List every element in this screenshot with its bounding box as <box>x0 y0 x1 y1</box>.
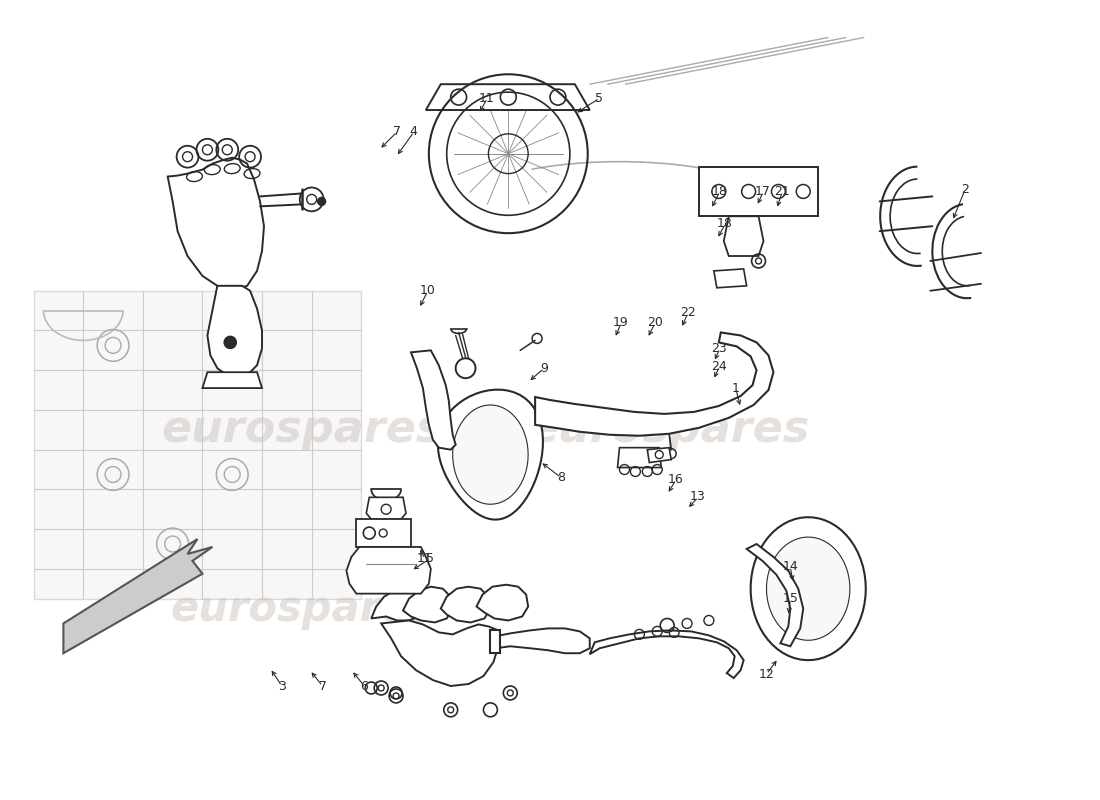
Polygon shape <box>382 621 498 686</box>
Text: 7: 7 <box>319 679 327 693</box>
Text: 15: 15 <box>782 592 799 605</box>
Polygon shape <box>403 586 453 622</box>
Text: 11: 11 <box>478 92 495 105</box>
Text: 23: 23 <box>712 342 727 355</box>
Text: 24: 24 <box>712 360 727 373</box>
Text: eurospares: eurospares <box>161 408 442 451</box>
Polygon shape <box>208 286 262 377</box>
Polygon shape <box>698 166 818 216</box>
Text: 10: 10 <box>420 284 436 297</box>
Text: 18: 18 <box>717 217 733 230</box>
Polygon shape <box>724 216 763 256</box>
Polygon shape <box>495 629 590 654</box>
Polygon shape <box>441 586 491 622</box>
Polygon shape <box>346 547 431 594</box>
Polygon shape <box>202 372 262 388</box>
Text: 2: 2 <box>961 183 969 196</box>
Polygon shape <box>34 290 361 598</box>
Polygon shape <box>64 539 212 654</box>
Text: 14: 14 <box>782 560 799 574</box>
Text: 9: 9 <box>540 362 549 374</box>
Text: 7: 7 <box>393 125 402 138</box>
Text: 5: 5 <box>426 552 433 566</box>
Text: 21: 21 <box>773 186 790 198</box>
Text: 19: 19 <box>613 316 629 329</box>
Text: 11: 11 <box>417 552 432 566</box>
Circle shape <box>318 198 326 206</box>
Polygon shape <box>767 537 850 640</box>
Text: 18: 18 <box>712 186 727 198</box>
Polygon shape <box>438 390 543 519</box>
Text: 8: 8 <box>557 471 565 484</box>
Polygon shape <box>491 630 501 654</box>
Polygon shape <box>356 519 411 547</box>
Text: 22: 22 <box>680 306 695 319</box>
Text: 4: 4 <box>409 125 417 138</box>
Text: eurospares: eurospares <box>170 587 433 630</box>
Text: 5: 5 <box>595 92 603 105</box>
Text: 13: 13 <box>690 490 705 503</box>
Text: 16: 16 <box>668 473 683 486</box>
Polygon shape <box>747 544 803 646</box>
Text: 17: 17 <box>755 186 771 198</box>
Polygon shape <box>714 269 747 288</box>
Polygon shape <box>372 589 422 621</box>
Text: 6: 6 <box>361 679 368 693</box>
Polygon shape <box>426 84 590 110</box>
Polygon shape <box>411 350 455 450</box>
Text: 20: 20 <box>647 316 663 329</box>
Circle shape <box>224 337 236 348</box>
Polygon shape <box>167 158 264 290</box>
Text: 12: 12 <box>758 667 774 681</box>
Polygon shape <box>750 518 866 660</box>
Text: eurospares: eurospares <box>528 408 810 451</box>
Text: 1: 1 <box>732 382 739 394</box>
Text: 3: 3 <box>278 679 286 693</box>
Polygon shape <box>535 333 773 436</box>
Polygon shape <box>647 448 671 462</box>
Polygon shape <box>366 498 406 519</box>
Polygon shape <box>590 630 744 678</box>
Polygon shape <box>617 448 661 467</box>
Polygon shape <box>453 405 528 504</box>
Polygon shape <box>476 585 528 621</box>
